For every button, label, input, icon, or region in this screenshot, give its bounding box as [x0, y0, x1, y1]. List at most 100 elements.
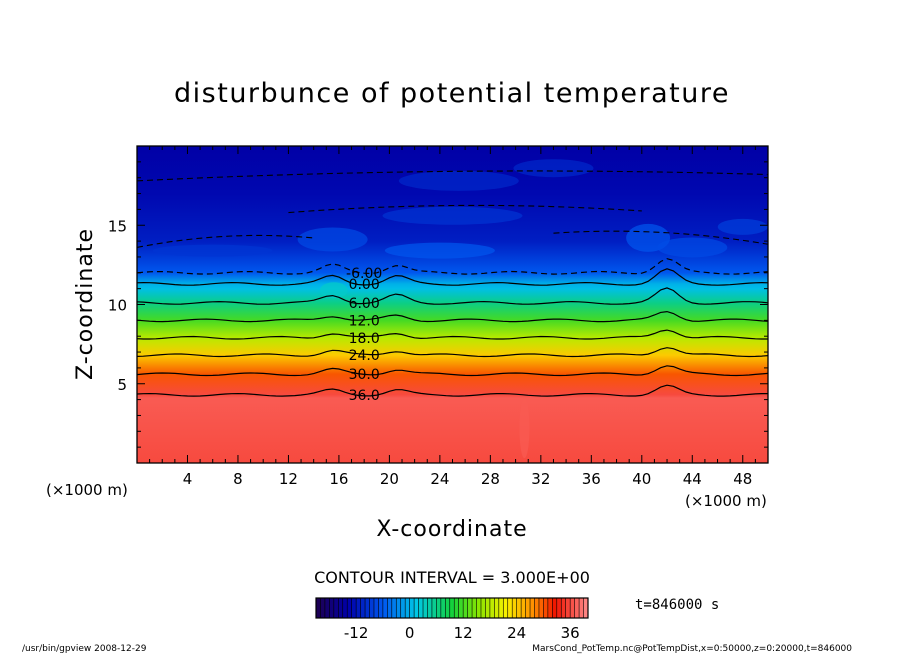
disturbance-blob-1	[513, 159, 594, 178]
colorbar-cell-16	[387, 598, 393, 618]
disturbance-blob-6	[657, 237, 728, 258]
colorbar-cell-21	[409, 598, 415, 618]
colorbar-cell-8	[351, 598, 357, 618]
contour-line-6	[137, 365, 768, 377]
colorbar-cell-23	[418, 598, 424, 618]
x-tick-label-40: 40	[632, 470, 651, 488]
colorbar-cell-27	[436, 598, 442, 618]
colorbar-cell-41	[498, 598, 504, 618]
contour-line-2	[137, 287, 768, 305]
colorbar-cell-46	[521, 598, 526, 618]
contour-line-3	[137, 310, 768, 323]
x-unit-label-right: (×1000 m)	[685, 492, 767, 510]
colorbar-cell-44	[512, 598, 518, 618]
colorbar-cell-18	[396, 598, 402, 618]
disturbance-blob-0	[398, 170, 519, 191]
colorbar-cell-32	[458, 598, 464, 618]
colorbar-cell-43	[507, 598, 513, 618]
x-tick-label-4: 4	[183, 470, 193, 488]
colorbar-frame	[315, 597, 589, 619]
colorbar-cell-47	[525, 598, 531, 618]
colorbar-cell-20	[405, 598, 411, 618]
footer-right: MarsCond_PotTemp.nc@PotTempDist,x=0:5000…	[532, 644, 852, 654]
contour-interval-text: CONTOUR INTERVAL = 3.000E+00	[314, 568, 590, 587]
x-unit-label-left: (×1000 m)	[46, 481, 128, 499]
colorbar-cell-19	[400, 598, 406, 618]
x-tick-label-36: 36	[582, 470, 601, 488]
x-axis-label: X-coordinate	[376, 517, 527, 542]
colorbar-cell-12	[369, 598, 375, 618]
colorbar-cell-15	[382, 598, 388, 618]
colorbar-cell-31	[454, 598, 460, 618]
y-tick-label-15: 15	[108, 217, 127, 235]
contour-label-4: 18.0	[349, 331, 380, 347]
disturbance-layer	[152, 159, 768, 459]
colorbar-cell-54	[556, 598, 562, 618]
x-tick-label-28: 28	[481, 470, 500, 488]
contour-line-7	[137, 384, 768, 397]
x-tick-label-48: 48	[733, 470, 752, 488]
contour-label-2: 6.00	[349, 296, 380, 312]
disturbance-blob-10	[519, 398, 530, 459]
x-tick-label-24: 24	[430, 470, 449, 488]
x-tick-label-44: 44	[683, 470, 702, 488]
colorbar-cell-22	[414, 598, 419, 618]
colorbar-cell-30	[449, 598, 455, 618]
x-tick-label-20: 20	[380, 470, 399, 488]
colorbar-cell-11	[365, 598, 370, 618]
colorbar-cell-29	[445, 598, 451, 618]
disturbance-blob-8	[717, 218, 768, 235]
contour-line-1	[137, 268, 768, 286]
colorbar-tick-label-24: 24	[507, 624, 526, 642]
colorbar-cell-25	[427, 598, 433, 618]
y-axis-label: Z-coordinate	[73, 228, 98, 380]
colorbar-cell-5	[338, 598, 344, 618]
contour-label-6: 30.0	[349, 367, 380, 383]
contour-lines	[137, 170, 768, 397]
footer-left: /usr/bin/gpview 2008-12-29	[22, 644, 147, 654]
colorbar-tick-label--12: -12	[344, 624, 369, 642]
colorbar-cell-26	[431, 598, 437, 618]
colorbar-cell-3	[329, 598, 335, 618]
x-tick-label-16: 16	[329, 470, 348, 488]
colorbar-cell-7	[347, 598, 353, 618]
colorbar-cell-51	[543, 598, 549, 618]
colorbar-tick-label-0: 0	[405, 624, 415, 642]
colorbar-cell-55	[561, 598, 567, 618]
colorbar-cell-40	[494, 598, 500, 618]
colorbar-cell-36	[476, 598, 482, 618]
disturbance-blob-9	[319, 282, 348, 299]
contour-label-5: 24.0	[349, 348, 380, 364]
colorbar-cell-35	[472, 598, 477, 618]
x-tick-label-12: 12	[279, 470, 298, 488]
colorbar-cell-28	[440, 598, 446, 618]
x-tick-labels: 4 8 12 16 20 24 28 32 36 40 44 48	[183, 470, 753, 488]
colorbar-cell-45	[516, 598, 522, 618]
x-tick-label-8: 8	[233, 470, 243, 488]
colorbar-cell-17	[391, 598, 397, 618]
disturbance-blob-2	[382, 206, 523, 225]
disturbance-blob-4	[384, 242, 495, 259]
colorbar-cell-49	[534, 598, 540, 618]
colorbar-cell-24	[423, 598, 428, 618]
colorbar-cell-13	[373, 598, 379, 618]
colorbar-cell-10	[360, 598, 366, 618]
contour-label-7: 36.0	[349, 388, 380, 404]
colorbar	[315, 597, 589, 619]
contour-line-0	[137, 258, 768, 275]
colorbar-cell-38	[485, 598, 491, 618]
colorbar-cell-1	[320, 598, 326, 618]
colorbar-tick-label-36: 36	[561, 624, 580, 642]
colorbar-cell-37	[480, 598, 486, 618]
colorbar-cell-42	[503, 598, 509, 618]
colorbar-cell-60	[583, 598, 589, 618]
contour-label-0: -6.00	[346, 266, 382, 282]
axis-ticks	[137, 146, 768, 463]
colorbar-cell-6	[342, 598, 348, 618]
colorbar-cell-48	[530, 598, 535, 618]
x-tick-label-32: 32	[531, 470, 550, 488]
y-tick-label-5: 5	[117, 376, 127, 394]
contour-label-3: 12.0	[349, 313, 380, 329]
